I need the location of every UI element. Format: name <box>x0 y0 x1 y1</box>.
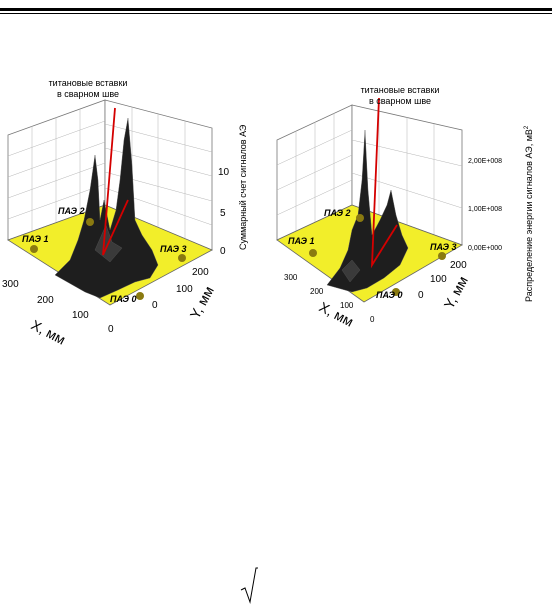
annotation-line-1: титановые вставки <box>49 78 128 88</box>
x-tick-200: 200 <box>37 295 54 306</box>
x-tick-100: 100 <box>72 310 89 321</box>
surface <box>326 129 409 293</box>
z-tick-2e8: 2,00E+008 <box>468 158 502 165</box>
x-tick-0: 0 <box>370 315 375 324</box>
sensor-dot-2 <box>86 218 94 226</box>
sensor-dot-3 <box>178 254 186 262</box>
figure-left: титановые вставки в сварном шве ПАЭ 1 ПА… <box>2 78 248 348</box>
z-axis-label: Суммарный счет сигналов АЭ <box>238 124 248 250</box>
grid-lines <box>276 111 463 235</box>
z-tick-5: 5 <box>220 208 226 219</box>
sensor-dot-0 <box>136 292 144 300</box>
radical-sign <box>240 567 258 604</box>
y-tick-0: 0 <box>418 290 424 301</box>
x-tick-300: 300 <box>284 273 298 282</box>
pointer-lines <box>370 97 398 269</box>
sensor-dot-3 <box>438 252 446 260</box>
z-tick-0: 0,00E+000 <box>468 245 502 252</box>
z-axis-label-text: Распределение энергии сигналов АЭ, мВ <box>524 129 534 302</box>
sensor-dot-2 <box>356 214 364 222</box>
x-tick-100: 100 <box>340 301 354 310</box>
z-tick-10: 10 <box>218 167 230 178</box>
sensor-label-0: ПАЭ 0 <box>376 290 403 300</box>
x-axis-label: X, мм <box>29 317 69 348</box>
sensor-label-1: ПАЭ 1 <box>22 234 49 244</box>
y-tick-200: 200 <box>450 260 467 271</box>
y-tick-0: 0 <box>152 300 158 311</box>
sensor-label-0: ПАЭ 0 <box>110 294 137 304</box>
x-tick-200: 200 <box>310 287 324 296</box>
y-tick-100: 100 <box>176 284 193 295</box>
sensor-dot-0 <box>392 288 400 296</box>
header-rule-thick <box>0 8 552 11</box>
x-tick-0: 0 <box>108 324 114 335</box>
sensor-label-3: ПАЭ 3 <box>160 244 187 254</box>
sensor-dot-1 <box>30 245 38 253</box>
y-tick-100: 100 <box>430 274 447 285</box>
z-axis-label: Распределение энергии сигналов АЭ, мВ2 <box>524 125 534 302</box>
x-tick-300: 300 <box>2 279 19 290</box>
annotation-line-1: титановые вставки <box>361 85 440 95</box>
header-rule-thin <box>0 13 552 14</box>
annotation-line-2: в сварном шве <box>57 89 119 99</box>
sensor-dot-1 <box>309 249 317 257</box>
sensor-label-2: ПАЭ 2 <box>58 206 85 216</box>
z-axis-label-sup: 2 <box>524 125 530 129</box>
figure-right: титановые вставки в сварном шве ПАЭ 1 ПА… <box>276 85 534 330</box>
z-tick-1e8: 1,00E+008 <box>468 206 502 213</box>
y-tick-200: 200 <box>192 267 209 278</box>
annotation-line-2: в сварном шве <box>369 96 431 106</box>
sensor-label-3: ПАЭ 3 <box>430 242 457 252</box>
sensor-label-1: ПАЭ 1 <box>288 236 315 246</box>
z-tick-0: 0 <box>220 246 226 257</box>
sensor-label-2: ПАЭ 2 <box>324 208 351 218</box>
pointer-lines <box>102 107 129 256</box>
